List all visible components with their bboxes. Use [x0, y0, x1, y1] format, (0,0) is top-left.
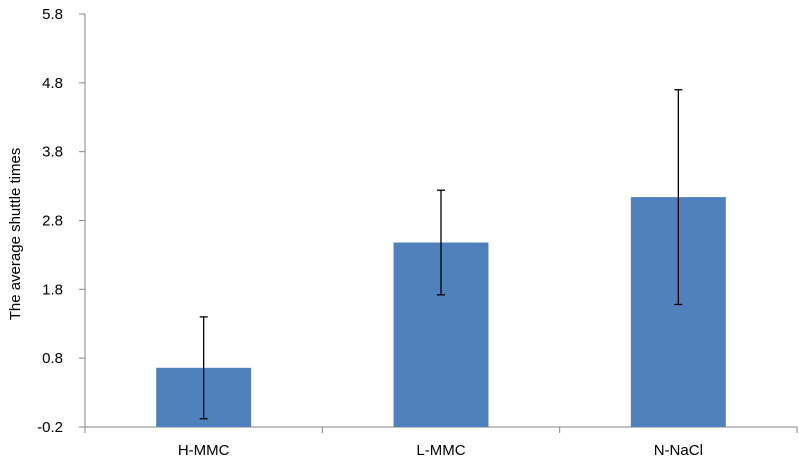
error-bars	[199, 89, 683, 420]
y-axis: -0.2 0.8 1.8 2.8 3.8 4.8 5.8	[37, 6, 86, 436]
x-category-label: L-MMC	[416, 442, 465, 459]
y-tick-label: 1.8	[42, 281, 63, 298]
y-tick-label: 2.8	[42, 213, 63, 230]
category-labels: H-MMC L-MMC N-NaCl	[178, 442, 703, 459]
x-category-label: N-NaCl	[654, 442, 703, 459]
error-bar-n-nacl	[674, 89, 683, 306]
y-tick-label: 3.8	[42, 144, 63, 161]
error-bar-h-mmc	[199, 316, 208, 420]
y-axis-title: The average shuttle times	[7, 148, 24, 321]
y-tick-label: 4.8	[42, 75, 63, 92]
y-tick-label: 5.8	[42, 6, 63, 23]
y-tick-label: -0.2	[37, 419, 63, 436]
y-tick-label: 0.8	[42, 350, 63, 367]
error-bar-l-mmc	[437, 189, 445, 296]
x-axis	[84, 426, 798, 433]
x-category-label: H-MMC	[178, 442, 230, 459]
